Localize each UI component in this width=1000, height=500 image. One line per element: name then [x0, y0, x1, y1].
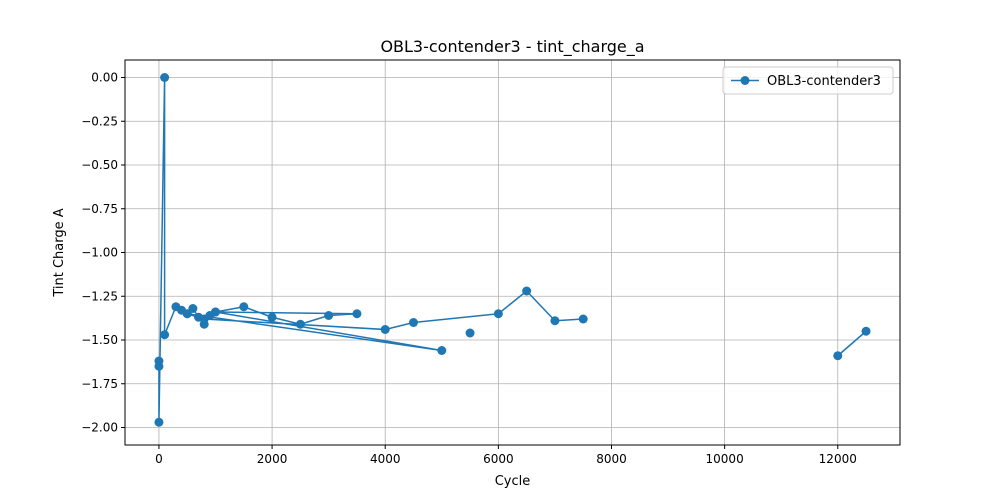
data-point [578, 314, 588, 324]
y-tick-label: 0.00 [91, 71, 118, 85]
x-tick-label: 2000 [257, 452, 288, 466]
data-point [409, 318, 418, 327]
y-tick-label: −0.25 [81, 114, 118, 128]
data-point [437, 346, 447, 355]
legend-marker-swatch [740, 76, 750, 85]
data-point [295, 319, 305, 329]
data-point [199, 314, 209, 324]
y-tick-label: −2.00 [81, 421, 118, 435]
data-point [861, 326, 871, 336]
data-point [522, 286, 532, 296]
series-line [837, 330, 867, 357]
y-tick-label: −0.75 [81, 202, 118, 216]
legend-label: OBL3-contender3 [767, 74, 881, 89]
data-point [380, 325, 390, 334]
series-layer [154, 73, 871, 427]
grid [125, 60, 900, 445]
legend-box [722, 66, 894, 95]
data-point [154, 361, 164, 371]
y-axis-label: Tint Charge A [52, 208, 67, 297]
y-tick-label: −0.50 [81, 158, 118, 172]
data-point [833, 351, 843, 361]
data-point [160, 330, 170, 340]
data-point [550, 316, 560, 326]
data-point [182, 309, 192, 319]
x-tick-label: 4000 [370, 452, 401, 466]
data-point [211, 307, 221, 317]
data-point [239, 302, 249, 312]
chart-title: OBL3-contender3 - tint_charge_a [380, 37, 644, 57]
data-point [493, 309, 503, 319]
data-point [160, 73, 170, 82]
data-point [267, 312, 277, 322]
y-tick-label: −1.00 [81, 246, 118, 260]
data-point [352, 309, 362, 319]
data-point [154, 417, 164, 427]
x-axis-label: Cycle [495, 474, 531, 489]
x-tick-label: 8000 [596, 452, 627, 466]
x-tick-label: 12000 [819, 452, 857, 466]
data-point [465, 328, 475, 338]
x-tick-label: 6000 [483, 452, 514, 466]
data-point [324, 311, 334, 320]
ticks: 0 2000 4000 6000 8000 10000 12000 0.00 −0.25 −0.5… [81, 71, 857, 467]
y-tick-label: −1.75 [81, 377, 118, 391]
y-tick-label: −1.50 [81, 333, 118, 347]
data-point [188, 304, 198, 313]
legend: OBL3-contender3 [722, 66, 894, 95]
x-tick-label: 10000 [706, 452, 744, 466]
y-tick-label: −1.25 [81, 289, 118, 303]
x-tick-label: 0 [155, 452, 163, 466]
series-line [158, 76, 584, 423]
